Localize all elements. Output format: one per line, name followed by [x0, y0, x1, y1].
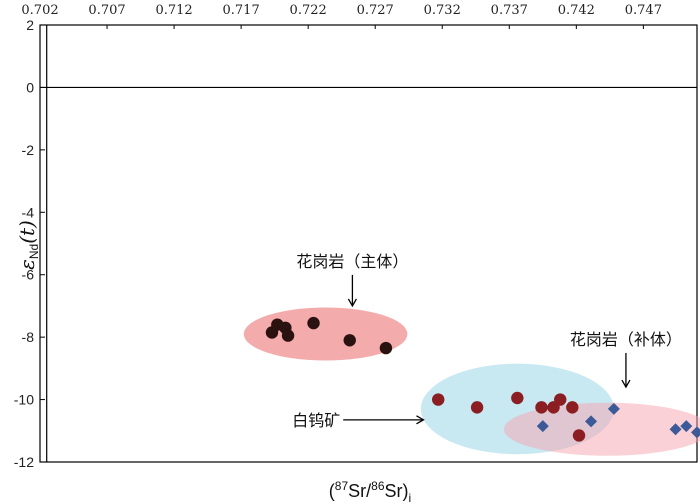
annotation-label-granite_supplementary: 花岗岩（补体） [570, 330, 682, 349]
x-title-mid: Sr/ [348, 481, 371, 501]
annotation-arrowhead-granite_main [347, 298, 357, 308]
annotation-arrowhead-scheelite [416, 415, 425, 425]
y-axis-title: εNd(t) [15, 220, 41, 270]
point-scheelite [566, 401, 579, 414]
x-axis-title: (87Sr/86Sr)i [329, 479, 411, 504]
point-scheelite [511, 391, 524, 405]
point-granite_supplementary [607, 402, 620, 415]
y-title-arg: (t) [15, 220, 39, 244]
x-tick-label: 0.727 [357, 3, 394, 18]
point-granite_supplementary [691, 426, 700, 439]
y-tick-label: -2 [22, 142, 35, 158]
point-granite_supplementary [680, 420, 693, 433]
x-title-open: ( [329, 481, 335, 501]
x-title-el: Sr) [385, 481, 409, 501]
y-tick-label: -4 [22, 204, 35, 220]
point-granite_main [343, 334, 356, 347]
point-scheelite [554, 393, 567, 406]
x-tick-label: 0.717 [223, 3, 260, 18]
annotation-label-granite_main: 花岗岩（主体） [296, 252, 408, 271]
x-title-sup2: 86 [371, 479, 385, 493]
point-granite_supplementary [585, 415, 598, 428]
y-tick-label: 0 [26, 79, 34, 95]
field-granite_main [243, 307, 408, 361]
point-granite_supplementary [536, 420, 549, 433]
y-title-epsilon: ε [15, 259, 39, 270]
point-granite_main [307, 316, 320, 330]
y-tick-label: -10 [14, 392, 34, 408]
annotations-layer: 花岗岩（主体） 花岗岩（补体） 白钨矿 [292, 252, 682, 430]
x-title-sub: i [409, 491, 412, 504]
point-scheelite [572, 429, 586, 442]
annotation-label-scheelite: 白钨矿 [292, 411, 340, 430]
points-layer [265, 316, 700, 442]
y-tick-label: -6 [22, 267, 35, 283]
point-scheelite [432, 393, 445, 406]
x-tick-label: 0.712 [155, 3, 192, 18]
fields-layer [243, 307, 700, 456]
annotation-arrowhead-granite_supplementary [621, 379, 631, 389]
point-granite_main [281, 329, 295, 342]
x-tick-label: 0.707 [88, 3, 125, 18]
point-granite_main [379, 341, 393, 355]
point-granite_supplementary [669, 423, 682, 436]
point-scheelite [535, 401, 548, 414]
x-tick-label: 0.742 [558, 3, 595, 18]
x-title-sup1: 87 [335, 479, 349, 493]
x-tick-label: 0.722 [290, 3, 327, 18]
x-tick-label: 0.702 [21, 3, 58, 18]
y-tick-label: 2 [26, 17, 34, 33]
plot-frame [39, 24, 698, 463]
field-granite_supplementary [503, 402, 700, 456]
x-tick-label: 0.747 [625, 3, 662, 18]
x-axis-ticks: 0.702 0.707 0.712 0.717 0.722 0.727 0.732 0.737… [21, 3, 662, 29]
y-title-sub: Nd [27, 244, 41, 259]
y-tick-label: -12 [14, 454, 34, 470]
x-tick-label: 0.732 [424, 3, 461, 18]
reference-lines [40, 25, 697, 462]
point-scheelite [470, 401, 484, 414]
y-axis-ticks: 2 0 -2 -4 -6 -8 -10 -12 [14, 17, 45, 470]
y-tick-label: -8 [22, 329, 35, 345]
x-tick-label: 0.737 [491, 3, 528, 18]
